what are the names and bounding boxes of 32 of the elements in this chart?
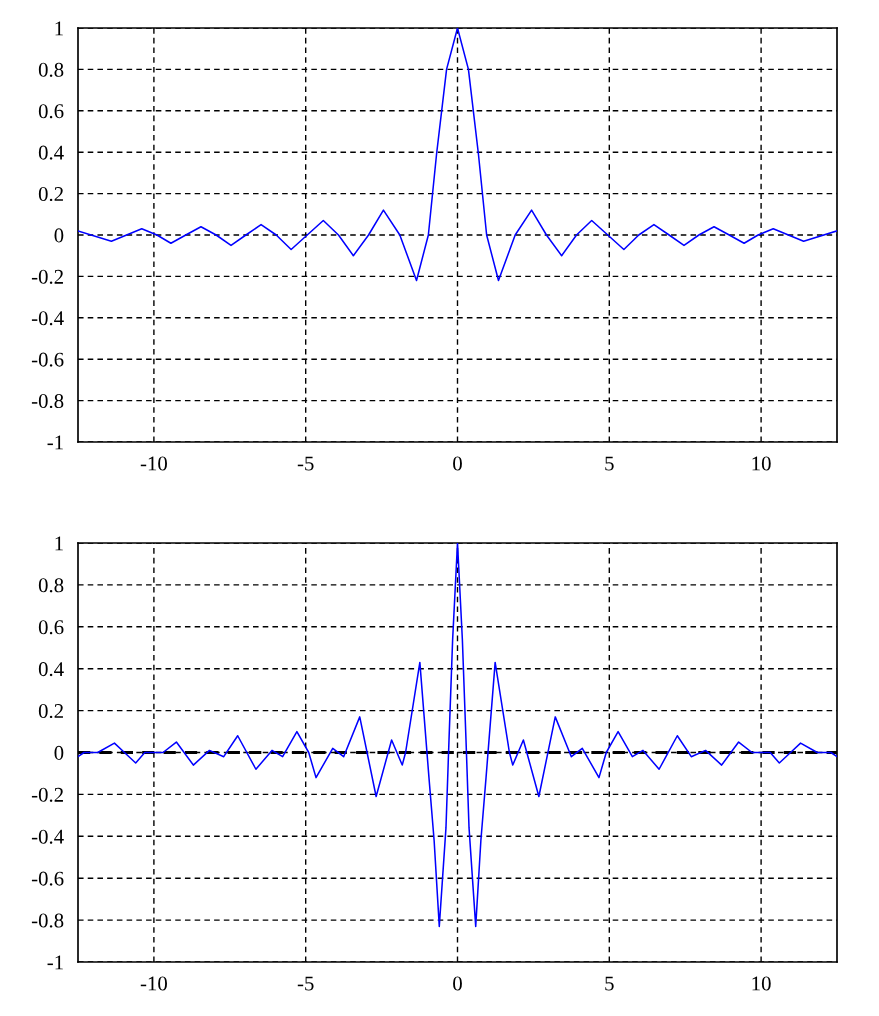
y-tick-label: -1: [47, 955, 63, 970]
y-tick-label: 0.6: [38, 104, 64, 119]
x-tick-label: 0: [453, 456, 462, 471]
y-tick-label: 0.2: [38, 186, 63, 202]
x-tick-label: 5: [605, 976, 614, 991]
y-tick-label: 0.8: [38, 578, 64, 593]
y-tick-label: 1: [55, 536, 63, 551]
y-tick-label: 0.4: [38, 145, 64, 160]
y-tick-label: 0: [54, 745, 64, 760]
y-tick-label: 1: [55, 21, 63, 36]
x-tick-label: -5: [297, 456, 314, 471]
x-tick-label: 10: [752, 456, 771, 471]
y-tick-label: -0.2: [31, 787, 63, 802]
y-tick-label: -1: [47, 435, 63, 450]
y-tick-label: -0.8: [31, 393, 64, 409]
x-tick-label: 5: [605, 456, 614, 471]
y-tick-label: -0.4: [31, 829, 64, 844]
y-tick-label: -0.4: [31, 311, 64, 326]
y-tick-label: 0.4: [38, 662, 64, 677]
y-tick-label: -0.6: [31, 871, 64, 886]
y-tick-label: -0.2: [31, 269, 63, 284]
x-tick-label: 10: [752, 976, 771, 991]
y-tick-label: -0.8: [31, 913, 64, 928]
x-tick-label: -10: [140, 976, 167, 991]
y-tick-label: 0: [54, 228, 64, 243]
y-tick-label: 0.6: [38, 620, 64, 635]
x-tick-label: -10: [140, 456, 167, 471]
x-tick-label: 0: [453, 976, 462, 991]
y-tick-label: -0.6: [31, 352, 64, 367]
y-tick-label: 0.2: [38, 703, 63, 719]
y-tick-label: 0.8: [38, 62, 64, 77]
x-tick-label: -5: [297, 976, 314, 991]
